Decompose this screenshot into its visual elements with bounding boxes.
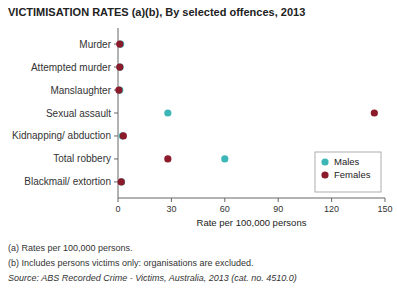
x-tick [171, 198, 172, 202]
x-tick [118, 198, 119, 202]
category-label: Blackmail/ extortion [24, 176, 111, 187]
dot [117, 40, 124, 47]
category-label: Manslaughter [50, 85, 111, 96]
plot-area [115, 40, 378, 185]
category-label: Kidnapping/ abduction [12, 130, 111, 141]
category-label: Sexual assault [46, 108, 111, 119]
x-tick [331, 198, 332, 202]
footnote: Source: ABS Recorded Crime - Victims, Au… [8, 273, 297, 283]
dot [116, 40, 123, 47]
dot [164, 109, 171, 116]
x-tick-label: 30 [166, 204, 176, 214]
category-label: Murder [79, 39, 111, 50]
legend: Males Females [315, 152, 381, 192]
footnote: (a) Rates per 100,000 persons. [8, 243, 133, 253]
dot [116, 63, 123, 70]
x-tick [278, 198, 279, 202]
chart: VICTIMISATION RATES (a)(b), By selected … [0, 0, 397, 302]
x-tick-label: 120 [324, 204, 339, 214]
legend-label: Males [334, 156, 360, 167]
title: VICTIMISATION RATES (a)(b), By selected … [8, 6, 305, 18]
y-tick [114, 181, 118, 182]
dot [116, 86, 123, 93]
dot [120, 132, 127, 139]
y-tick [114, 135, 118, 136]
x-tick-label: 90 [273, 204, 283, 214]
x-tick-label: 60 [220, 204, 230, 214]
dot [221, 155, 228, 162]
x-axis [118, 198, 385, 199]
legend-marker [321, 171, 328, 178]
category-label: Attempted murder [31, 62, 112, 73]
category-label: Total robbery [53, 153, 111, 164]
x-tick [224, 198, 225, 202]
y-tick [114, 113, 118, 114]
x-tick-label: 150 [377, 204, 392, 214]
dot [164, 155, 171, 162]
x-tick-label: 0 [115, 204, 120, 214]
x-axis-label: Rate per 100,000 persons [197, 217, 307, 228]
x-tick [385, 198, 386, 202]
dot [118, 178, 125, 185]
y-tick [114, 158, 118, 159]
legend-marker [321, 158, 328, 165]
dot [115, 86, 122, 93]
footnote: (b) Includes persons victims only: organ… [8, 258, 254, 268]
legend-label: Females [334, 169, 371, 180]
dot [119, 132, 126, 139]
dot [371, 109, 378, 116]
legend-box [315, 152, 381, 192]
dot [117, 63, 124, 70]
dot [118, 178, 125, 185]
